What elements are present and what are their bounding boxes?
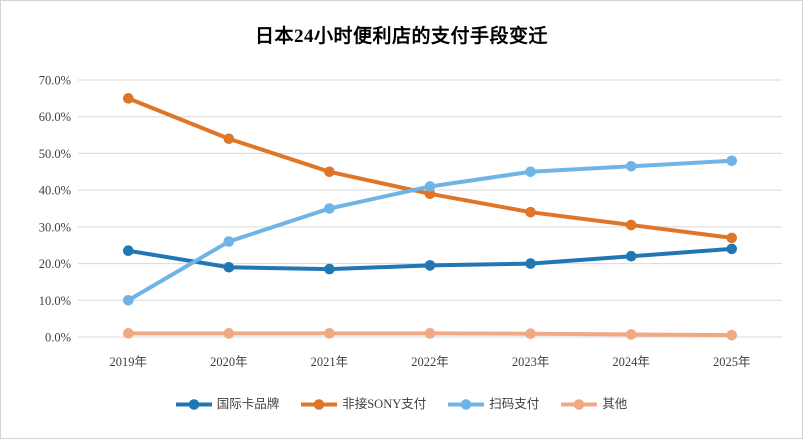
x-tick-label: 2024年 — [612, 355, 650, 369]
data-point-marker — [525, 258, 536, 269]
data-point-marker — [424, 181, 436, 192]
data-point-marker — [625, 329, 637, 340]
legend-item: 扫码支付 — [448, 398, 539, 411]
data-point-marker — [424, 260, 436, 271]
legend-label: 扫码支付 — [489, 397, 540, 412]
chart-title: 日本24小时便利店的支付手段变迁 — [254, 26, 548, 47]
data-point-marker — [122, 294, 134, 306]
data-point-marker — [525, 166, 536, 178]
y-tick-label: 20.0% — [39, 257, 71, 271]
legend-item: 国际卡品牌 — [175, 397, 280, 412]
y-tick-label: 40.0% — [39, 184, 71, 198]
data-point-marker — [625, 250, 637, 262]
data-point-marker — [424, 188, 436, 200]
data-point-marker — [223, 236, 235, 247]
data-point-marker — [726, 232, 738, 244]
y-tick-label: 50.0% — [39, 147, 71, 161]
x-tick-label: 2019年 — [110, 355, 148, 369]
data-point-marker — [525, 328, 536, 339]
legend-label: 国际卡品牌 — [216, 397, 280, 412]
y-tick-label: 70.0% — [39, 74, 71, 88]
data-point-marker — [726, 155, 738, 167]
data-point-marker — [122, 93, 134, 104]
data-point-marker — [525, 206, 536, 218]
data-point-marker — [726, 329, 738, 341]
legend-line-marker-swatch — [561, 399, 598, 410]
legend-item: 其他 — [561, 398, 627, 411]
series-line — [126, 96, 734, 240]
legend-line-marker-swatch — [301, 399, 338, 410]
data-point-marker — [324, 263, 335, 275]
data-point-marker — [223, 261, 235, 273]
legend-line-marker-swatch — [175, 399, 212, 410]
x-tick-label: 2020年 — [210, 355, 248, 369]
legend-label: 非接SONY支付 — [342, 397, 427, 412]
data-point-marker — [424, 328, 436, 339]
data-point-marker — [223, 133, 235, 145]
x-tick-label: 2021年 — [311, 355, 349, 369]
data-point-marker — [122, 328, 134, 339]
data-point-marker — [324, 166, 335, 178]
data-point-marker — [324, 328, 335, 339]
legend-label: 其他 — [602, 397, 628, 412]
legend-item: 非接SONY支付 — [301, 398, 426, 411]
data-point-marker — [223, 328, 235, 339]
data-point-marker — [625, 160, 637, 172]
data-point-marker — [122, 245, 134, 257]
x-tick-label: 2022年 — [411, 355, 449, 369]
y-tick-label: 0.0% — [45, 331, 71, 345]
y-tick-label: 10.0% — [39, 294, 71, 308]
legend-line-marker-swatch — [448, 399, 485, 410]
x-tick-label: 2025年 — [713, 355, 751, 369]
chart-legend: 国际卡品牌 非接SONY支付 扫码支付 其他 — [1, 398, 802, 411]
data-point-marker — [324, 203, 335, 214]
data-point-marker — [726, 243, 738, 255]
x-tick-label: 2023年 — [512, 355, 550, 369]
y-tick-label: 60.0% — [39, 110, 71, 124]
data-point-marker — [625, 219, 637, 231]
y-tick-label: 30.0% — [39, 220, 71, 234]
